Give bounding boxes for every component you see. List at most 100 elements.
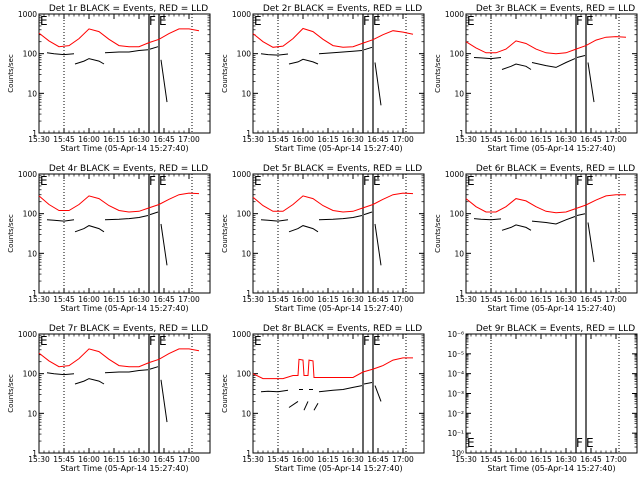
y-axis-label: Counts/sec	[221, 374, 229, 413]
series-events-segment	[318, 385, 363, 393]
x-tick-label: 15:45	[53, 295, 75, 304]
x-tick-label: 15:45	[53, 455, 75, 464]
x-tick-label: 16:45	[367, 295, 389, 304]
series-events-segment	[303, 401, 309, 411]
flag-E: E	[467, 14, 475, 28]
x-tick-label: 16:45	[153, 455, 175, 464]
y-tick-label: 10⁻¹	[447, 429, 464, 438]
panel-title: Det 4r BLACK = Events, RED = LLD	[49, 164, 208, 174]
x-tick-label: 16:15	[317, 455, 339, 464]
series-lld-line	[38, 192, 200, 213]
y-axis-label: Counts/sec	[7, 54, 15, 93]
y-tick-label: 1000	[232, 170, 251, 179]
series-events-segment	[149, 366, 159, 370]
plot-frame	[252, 173, 425, 294]
x-tick-label: 16:45	[580, 295, 602, 304]
panel-det-8: Det 8r BLACK = Events, RED = LLD 1 10 100 10…	[221, 324, 425, 473]
flag-F: F	[576, 174, 583, 188]
y-tick-label: 10	[27, 89, 37, 98]
plot-frame	[252, 333, 425, 454]
x-axis-label: Start Time (05-Apr-14 15:27:40)	[487, 304, 615, 313]
x-tick-label: 16:30	[342, 455, 364, 464]
flag-E: E	[40, 14, 48, 28]
flag-E: E	[159, 14, 167, 28]
plot-frame	[38, 333, 211, 454]
flag-F: F	[363, 14, 370, 28]
y-tick-label: 10⁻⁴	[447, 370, 464, 379]
x-tick-label: 17:00	[605, 455, 627, 464]
series-lld-line	[38, 28, 200, 48]
series-events-segment	[104, 369, 149, 374]
panel-det-9: Det 9r BLACK = Events, RED = LLD 10⁰ 10⁻¹ 1…	[447, 324, 638, 473]
y-tick-label: 100	[237, 370, 252, 379]
flag-F: F	[149, 334, 156, 348]
plot-frame	[38, 173, 211, 294]
x-tick-label: 15:45	[480, 135, 502, 144]
series-events-segment	[74, 225, 105, 233]
series-events-segment	[363, 211, 373, 216]
panel-title: Det 6r BLACK = Events, RED = LLD	[476, 164, 635, 174]
series-events-segment	[473, 218, 502, 221]
y-tick-label: 100	[23, 210, 38, 219]
series-events-segment	[74, 58, 105, 65]
plot-frame	[252, 13, 425, 134]
y-tick-label: 1	[32, 449, 37, 458]
y-tick-label: 10	[241, 89, 251, 98]
y-axis-label: Counts/sec	[221, 54, 229, 93]
panel-title: Det 9r BLACK = Events, RED = LLD	[476, 324, 635, 334]
x-tick-label: 16:45	[367, 455, 389, 464]
x-tick-label: 15:45	[480, 455, 502, 464]
y-tick-label: 1	[459, 289, 464, 298]
series-events-segment	[313, 402, 319, 411]
series-events-segment	[374, 223, 382, 266]
series-events-segment	[288, 58, 319, 65]
plot-frame	[38, 13, 211, 134]
y-tick-label: 1	[246, 289, 251, 298]
y-tick-label: 1	[246, 449, 251, 458]
panel-det-3: Det 3r BLACK = Events, RED = LLD 1 10 100 10…	[434, 4, 638, 153]
series-events-segment	[531, 216, 576, 225]
series-events-segment	[46, 372, 75, 376]
series-events-segment	[576, 55, 586, 58]
y-tick-label: 1000	[445, 170, 464, 179]
y-tick-label: 10	[27, 409, 37, 418]
series-events-segment	[587, 62, 595, 103]
series-events-segment	[46, 219, 75, 222]
x-tick-label: 17:00	[392, 455, 414, 464]
flag-E: E	[254, 334, 262, 348]
flag-E: E	[40, 334, 48, 348]
panel-title: Det 3r BLACK = Events, RED = LLD	[476, 4, 635, 14]
flag-F: F	[576, 14, 583, 28]
series-events-segment	[501, 63, 532, 70]
x-axis-label: Start Time (05-Apr-14 15:27:40)	[60, 304, 188, 313]
x-tick-label: 16:00	[78, 455, 100, 464]
y-tick-label: 1	[32, 129, 37, 138]
y-tick-label: 100	[450, 50, 465, 59]
series-events-segment	[160, 59, 168, 103]
panel-title: Det 2r BLACK = Events, RED = LLD	[263, 4, 422, 14]
x-axis-label: Start Time (05-Apr-14 15:27:40)	[274, 144, 402, 153]
x-tick-label: 16:45	[367, 135, 389, 144]
x-tick-label: 16:15	[317, 295, 339, 304]
x-tick-label: 16:45	[580, 135, 602, 144]
panel-title: Det 5r BLACK = Events, RED = LLD	[263, 164, 422, 174]
y-tick-label: 1000	[18, 10, 37, 19]
x-tick-label: 15:30	[28, 295, 50, 304]
series-events-segment	[104, 215, 149, 221]
x-tick-label: 15:45	[267, 135, 289, 144]
series-lld-line	[465, 36, 627, 55]
y-tick-label: 1000	[18, 330, 37, 339]
y-tick-label: 10	[241, 249, 251, 258]
y-tick-label: 10	[454, 249, 464, 258]
x-tick-label: 16:00	[292, 135, 314, 144]
series-events-segment	[104, 49, 149, 54]
series-events-segment	[374, 385, 382, 402]
x-tick-label: 16:30	[555, 455, 577, 464]
series-events-segment	[46, 52, 75, 56]
series-lld-line	[252, 27, 414, 48]
x-tick-label: 17:00	[605, 295, 627, 304]
x-tick-label: 15:30	[242, 135, 264, 144]
x-tick-label: 16:45	[153, 295, 175, 304]
flag-E: E	[586, 436, 594, 450]
y-axis-label: Counts/sec	[221, 214, 229, 253]
